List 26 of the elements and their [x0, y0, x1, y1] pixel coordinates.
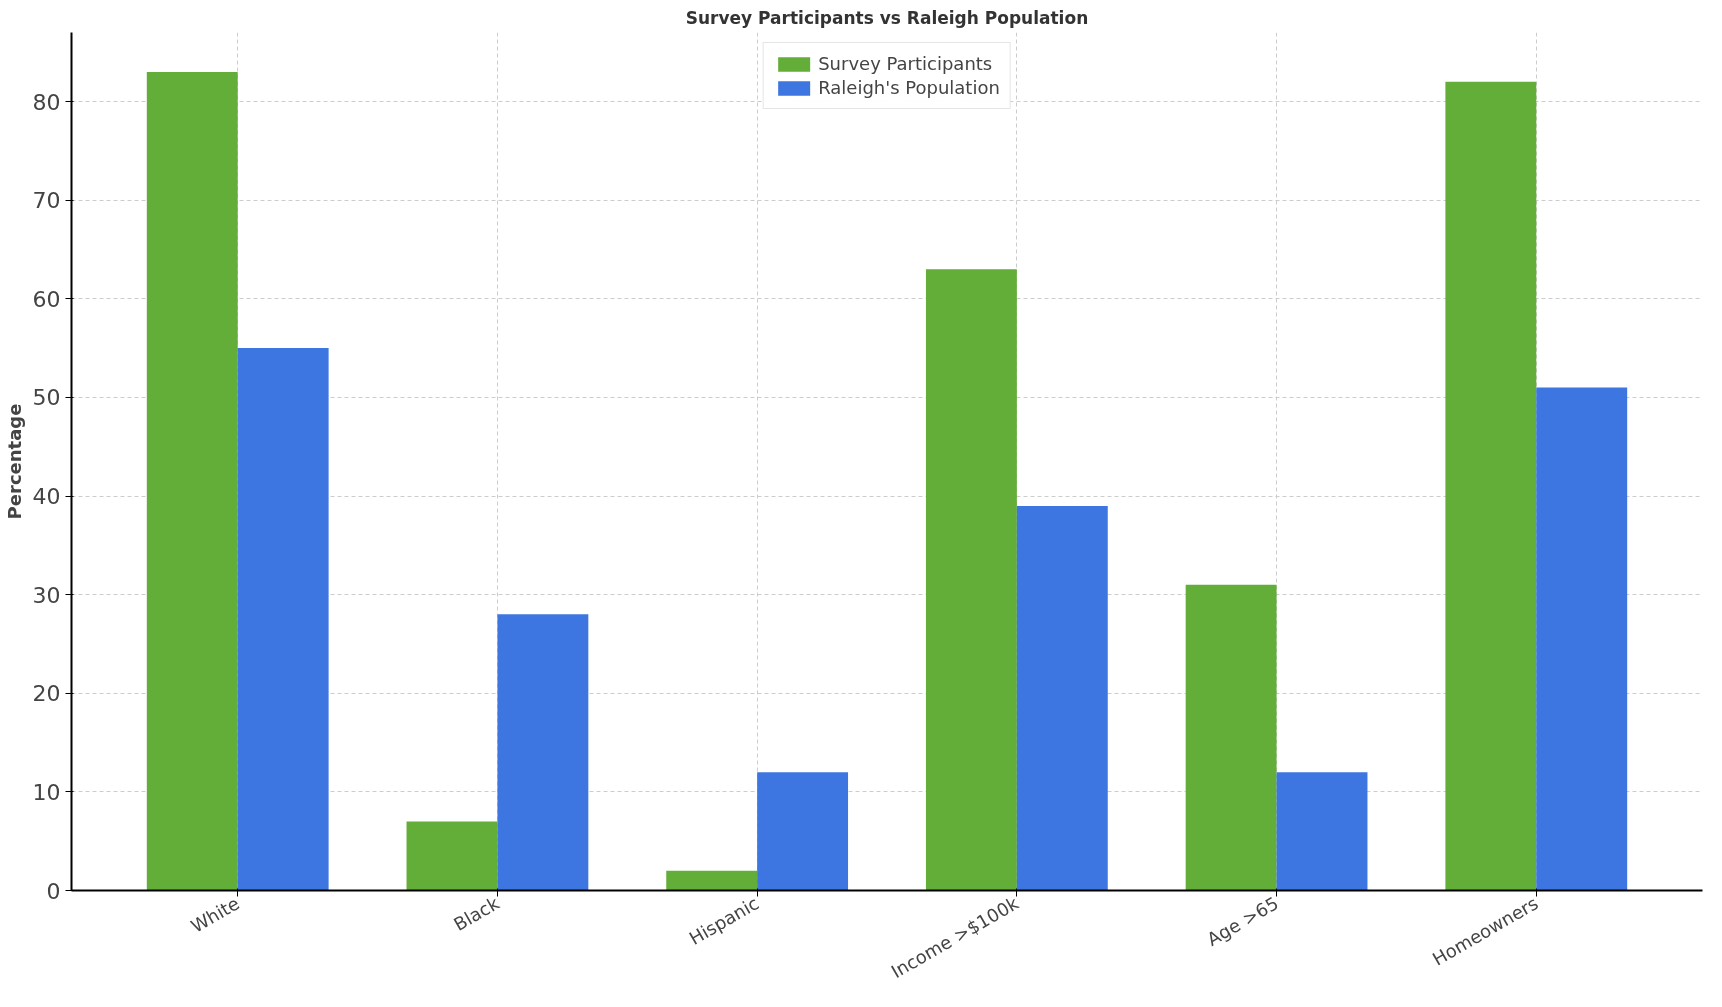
y-tick-label: 10 [32, 779, 61, 805]
bar [1276, 772, 1368, 891]
y-tick-label: 80 [32, 89, 61, 115]
bar [1185, 584, 1277, 891]
x-tick-label: Age >65 [1203, 892, 1282, 950]
y-tick-label: 40 [32, 484, 61, 510]
bar [146, 71, 238, 891]
bar [237, 348, 329, 891]
legend-label: Survey Participants [818, 53, 993, 74]
bar [497, 614, 589, 891]
y-axis-title: Percentage [3, 403, 25, 520]
legend-label: Raleigh's Population [818, 77, 1000, 98]
y-tick-label: 60 [32, 286, 61, 312]
chart-title: Survey Participants vs Raleigh Population [685, 7, 1089, 28]
bar [1445, 81, 1537, 891]
bar [757, 772, 849, 891]
y-tick-label: 50 [32, 385, 61, 411]
bar [406, 821, 498, 891]
bar [1536, 387, 1628, 891]
bar [925, 269, 1017, 891]
bar [1016, 505, 1108, 891]
y-tick-label: 30 [32, 582, 61, 608]
y-tick-label: 0 [46, 878, 61, 904]
bar [666, 870, 758, 891]
y-tick-label: 70 [32, 188, 61, 214]
y-tick-label: 20 [32, 681, 61, 707]
